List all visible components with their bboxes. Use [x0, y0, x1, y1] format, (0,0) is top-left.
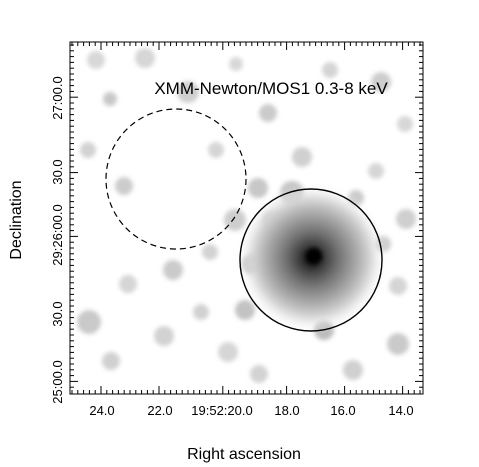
plot-title: XMM-Newton/MOS1 0.3-8 keV — [154, 79, 388, 98]
x-tick-label: 14.0 — [388, 403, 413, 418]
x-tick-label: 16.0 — [330, 403, 355, 418]
background-noise-blob — [218, 342, 238, 362]
x-axis-label: Right ascension — [187, 446, 301, 463]
background-noise-blob — [103, 92, 117, 106]
y-tick-label: 30.0 — [50, 301, 65, 326]
background-noise-blob — [259, 104, 277, 122]
background-noise-blob — [343, 360, 363, 380]
axis-minor-ticks — [70, 42, 423, 394]
background-noise-blob — [396, 209, 416, 229]
x-axis-tick-labels: 24.0 22.0 19:52:20.0 18.0 16.0 14.0 — [89, 403, 413, 418]
background-noise-blob — [154, 326, 174, 346]
y-axis-tick-labels: 25:00.0 30.0 29:26:00.0 30.0 27:00.0 — [50, 76, 65, 403]
y-tick-label: 29:26:00.0 — [50, 204, 65, 265]
background-noise-blob — [229, 57, 243, 71]
background-noise-blob — [368, 163, 384, 179]
background-region-dashed-circle — [105, 108, 247, 250]
x-tick-label: 19:52:20.0 — [191, 403, 252, 418]
background-noise-blob — [224, 209, 246, 231]
y-tick-label: 25:00.0 — [50, 360, 65, 403]
y-tick-label: 30.0 — [50, 159, 65, 184]
x-tick-label: 18.0 — [274, 403, 299, 418]
background-noise-blob — [163, 260, 183, 280]
background-noise-blob — [371, 72, 391, 92]
background-noise-blob — [235, 300, 255, 320]
background-noise-blob — [202, 244, 218, 260]
background-noise-blob — [248, 178, 268, 198]
sky-image — [70, 42, 423, 394]
background-noise-blob — [208, 142, 224, 158]
y-axis-label: Declination — [8, 180, 25, 259]
background-noise-blob — [80, 142, 96, 158]
background-noise-blob — [102, 352, 120, 370]
source-region-solid-circle — [239, 188, 383, 332]
background-noise-blob — [115, 177, 133, 195]
background-noise-blob — [397, 116, 413, 132]
background-noise-blob — [387, 333, 409, 355]
background-noise-blob — [77, 310, 101, 334]
x-tick-label: 24.0 — [89, 403, 114, 418]
background-noise-blob — [322, 62, 338, 78]
xray-source-core — [306, 248, 322, 264]
background-noise-blob — [135, 48, 155, 68]
background-noise-blob — [119, 275, 137, 293]
background-noise-blob — [292, 147, 312, 167]
x-tick-label: 22.0 — [147, 403, 172, 418]
background-noise-blob — [250, 365, 268, 383]
y-tick-label: 27:00.0 — [50, 76, 65, 119]
background-noise-blob — [87, 51, 105, 69]
background-noise-blob — [177, 81, 199, 103]
background-noise-blob — [193, 304, 209, 320]
background-noise-blob — [389, 277, 407, 295]
